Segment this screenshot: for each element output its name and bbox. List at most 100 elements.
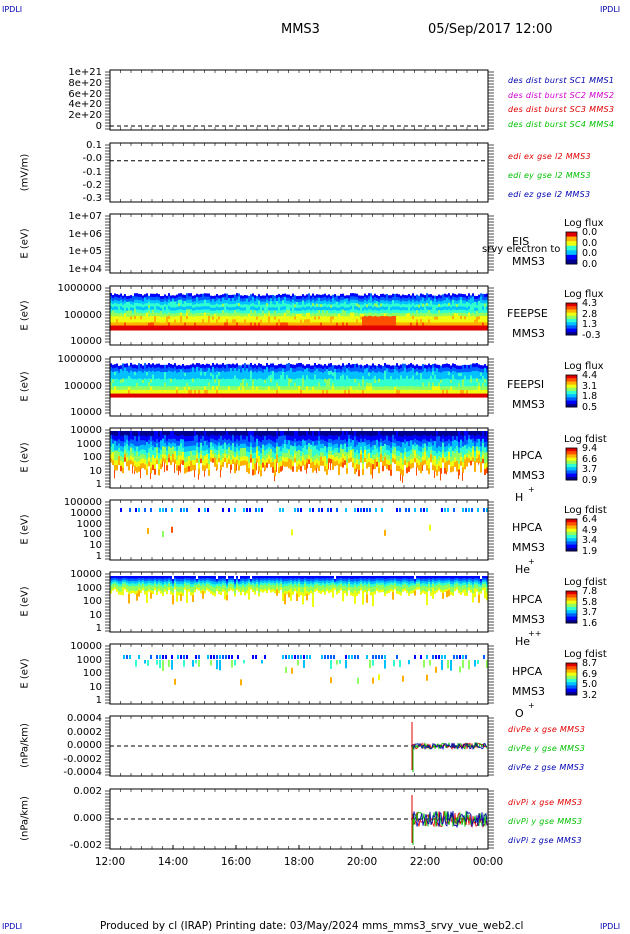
frame-edi (109, 142, 489, 203)
ylabel-hpca_h: E (eV) (19, 442, 31, 473)
colorbar-hpca_h (565, 447, 578, 481)
panel-feepse (105, 285, 494, 346)
species-hpca_hepp: He (515, 635, 531, 648)
legend-divpi-0: divPi x gse MMS3 (508, 798, 583, 807)
instrument-hpca_hepp: HPCA (512, 593, 543, 606)
spacecraft-hpca_h: MMS3 (512, 469, 545, 482)
spacecraft-eis: MMS3 (512, 254, 545, 268)
ytick-hpca_o: 1000 (76, 654, 102, 666)
colorbar-tick-feepse: 2.8 (582, 308, 598, 320)
date-title: 05/Sep/2017 12:00 (428, 22, 553, 37)
series-divpe-2 (411, 741, 488, 751)
ytick-eis: 1e+07 (68, 211, 102, 222)
ytick-eis: 1e+04 (68, 264, 102, 275)
colorbar-tick-hpca_h: 0.9 (582, 475, 598, 486)
ytick-edi: -0.3 (82, 193, 102, 204)
xtick-label: 14:00 (157, 856, 189, 868)
ytick-hpca_h: 100 (82, 452, 102, 463)
ytick-hpca_h: 10 (89, 465, 102, 477)
legend-des_dist-3: des dist burst SC4 MMS4 (508, 119, 615, 129)
panel-edi (105, 142, 494, 203)
legend-des_dist-2: des dist burst SC3 MMS3 (508, 105, 615, 114)
red-band-feepse (110, 325, 488, 331)
ytick-hpca_h: 1 (95, 479, 102, 490)
colorbar-tick-hpca_hepp: 5.8 (582, 596, 598, 608)
ytick-feepsi: 1000000 (57, 354, 102, 365)
species-hpca_h: H (515, 491, 524, 504)
colorbar-tick-hpca_o: 3.2 (582, 690, 598, 701)
colorbar-tick-feepse: 4.3 (582, 298, 598, 309)
ylabel-eis: E (eV) (19, 227, 31, 259)
legend-divpe-2: divPe z gse MMS3 (508, 763, 585, 772)
colorbar-feepse (565, 302, 578, 336)
spacecraft-hpca_hepp: MMS3 (512, 613, 545, 626)
instrument-hpca_h: HPCA (512, 449, 543, 462)
ytick-des_dist: 2e+20 (68, 110, 102, 122)
colorbar-tick-feepsi: 1.8 (582, 391, 598, 403)
panel-hpca_h (105, 427, 494, 489)
series-divpi-1 (411, 810, 488, 827)
frame-des_dist (109, 69, 489, 131)
series-divpi-2 (411, 810, 488, 829)
ytick-hpca_o: 1 (95, 695, 102, 706)
ytick-edi: -0.0 (82, 153, 102, 165)
ytick-hpca_hepp: 10000 (70, 569, 102, 580)
panel-des_dist (105, 69, 494, 131)
ytick-hpca_he: 100000 (63, 497, 102, 508)
colorbar-tick-feepse: 1.3 (582, 319, 598, 331)
colorbar-tick-eis: 0.0 (582, 237, 598, 249)
spacecraft-hpca_o: MMS3 (512, 685, 545, 698)
colorbar-tick-hpca_hepp: 3.7 (582, 607, 598, 619)
ytick-divpe: -0.0004 (63, 767, 102, 778)
ytick-divpe: 0.0002 (67, 726, 102, 738)
corner-label-br: IPDLI (600, 922, 621, 931)
colorbar-hpca_o (565, 662, 578, 696)
panel-hpca_hepp (105, 571, 494, 633)
colorbar-eis (565, 231, 578, 265)
ylabel-divpi: (nPa/km) (19, 796, 31, 841)
colorbar-tick-feepsi: 3.1 (582, 380, 598, 392)
spacecraft-feepsi: MMS3 (512, 397, 545, 411)
colorbar-tick-hpca_o: 6.9 (582, 668, 598, 680)
colorbar-title-eis: Log flux (564, 218, 604, 229)
charge-hpca_h: + (528, 485, 535, 494)
spectrogram-feepse (110, 293, 488, 331)
colorbar-hpca_hepp (565, 590, 578, 624)
legend-divpi-1: divPi y gse MMS3 (508, 817, 583, 826)
ytick-feepse: 100000 (63, 309, 102, 321)
ytick-divpi: 0.000 (73, 813, 102, 824)
colorbar-title-feepse: Log flux (564, 289, 604, 300)
instrument-eis: EIS (512, 234, 530, 248)
frame-eis (109, 213, 489, 274)
ytick-hpca_he: 10000 (70, 507, 102, 519)
ytick-hpca_hepp: 1000 (76, 582, 102, 594)
ylabel-feepsi: E (eV) (19, 370, 31, 402)
colorbar-tick-hpca_he: 1.9 (582, 546, 598, 557)
colorbar-tick-hpca_o: 8.7 (582, 658, 598, 669)
corner-label-tr: IPDLI (600, 5, 621, 14)
panel-hpca_he (105, 499, 494, 561)
ytick-hpca_he: 10 (89, 540, 102, 552)
colorbar-title-hpca_o: Log fdist (564, 649, 607, 660)
ytick-des_dist: 6e+20 (68, 88, 102, 100)
colorbar-tick-hpca_he: 4.9 (582, 524, 598, 536)
overlay-eis: srvy electron to (482, 244, 561, 255)
ytick-eis: 1e+05 (68, 246, 102, 258)
colorbar-tick-hpca_h: 3.7 (582, 464, 598, 476)
frame-hpca_o (109, 643, 489, 705)
ytick-divpe: -0.0002 (63, 753, 102, 765)
colorbar-title-feepsi: Log flux (564, 361, 604, 372)
ytick-hpca_he: 100 (82, 529, 102, 541)
colorbar-tick-hpca_he: 6.4 (582, 514, 598, 525)
legend-des_dist-0: des dist burst SC1 MMS1 (508, 76, 615, 85)
ytick-hpca_he: 1000 (76, 518, 102, 530)
colorbar-title-hpca_h: Log fdist (564, 434, 607, 445)
red-band-feepsi (110, 393, 488, 398)
colorbar-tick-feepsi: 4.4 (582, 370, 598, 381)
colorbar-tick-eis: 0.0 (582, 259, 598, 270)
ylabel-hpca_o: E (eV) (19, 658, 31, 689)
colorbar-tick-hpca_hepp: 7.8 (582, 586, 598, 597)
ytick-edi: 0.1 (86, 140, 102, 151)
spectrogram-feepsi (110, 362, 488, 398)
legend-edi-0: edi ex gse l2 MMS3 (508, 152, 591, 161)
